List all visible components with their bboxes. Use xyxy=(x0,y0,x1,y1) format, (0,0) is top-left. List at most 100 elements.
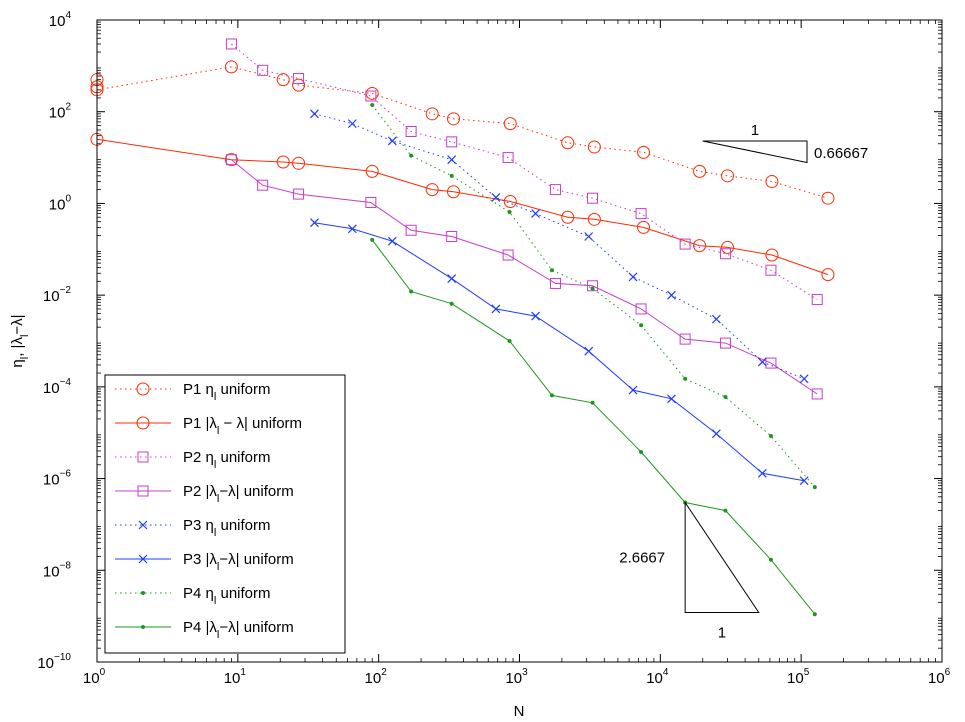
data-point xyxy=(293,188,305,200)
data-point xyxy=(723,508,728,513)
data-point xyxy=(637,220,651,234)
triangle-run-label: 1 xyxy=(751,122,759,139)
data-point xyxy=(765,175,779,189)
data-point xyxy=(757,468,767,478)
data-point xyxy=(365,196,377,208)
series-line xyxy=(96,66,829,199)
plot-frame xyxy=(96,19,943,663)
series-8 xyxy=(370,237,817,617)
data-point xyxy=(683,376,688,381)
data-point xyxy=(549,277,561,289)
legend-entry: P3 ηl uniform xyxy=(115,517,271,539)
data-point xyxy=(276,155,290,169)
data-point xyxy=(812,612,817,617)
data-point xyxy=(765,264,777,276)
triangle-run-label: 1 xyxy=(718,625,726,642)
legend-marker xyxy=(137,485,149,497)
data-point xyxy=(587,140,601,154)
data-point xyxy=(503,195,517,209)
data-point xyxy=(768,557,773,562)
data-point xyxy=(711,429,721,439)
data-point xyxy=(310,109,319,119)
data-point xyxy=(679,333,691,345)
legend-label: P4 ηl uniform xyxy=(183,585,271,607)
data-point xyxy=(447,155,457,165)
data-point xyxy=(667,394,676,404)
data-point xyxy=(502,152,514,164)
data-point xyxy=(587,212,601,226)
legend-label: P1 ηl uniform xyxy=(183,381,271,403)
data-point xyxy=(293,73,305,85)
data-point xyxy=(723,395,728,400)
data-point xyxy=(765,357,777,369)
data-point xyxy=(507,210,512,215)
data-point xyxy=(491,304,501,314)
x-tick-label: 105 xyxy=(787,667,810,687)
x-tick-label: 102 xyxy=(365,667,388,687)
data-point xyxy=(405,224,417,236)
data-point xyxy=(637,145,651,159)
legend-entry: P1 |λl − λ| uniform xyxy=(115,415,302,437)
data-point xyxy=(449,173,454,178)
ticks-layer: 100 101 102 103 104 105 10610−1010−810−610−410… xyxy=(37,10,950,687)
data-point xyxy=(310,218,319,228)
series-line xyxy=(231,43,818,301)
data-point xyxy=(757,357,767,367)
x-tick-label: 106 xyxy=(928,667,951,687)
data-point xyxy=(549,393,554,398)
data-point xyxy=(799,476,809,486)
data-point xyxy=(811,294,823,306)
y-tick-label: 10−6 xyxy=(43,469,72,489)
data-point xyxy=(721,169,735,183)
data-point xyxy=(503,117,517,131)
series-line xyxy=(96,138,829,276)
data-point xyxy=(693,239,707,253)
triangle-shape xyxy=(702,140,808,164)
data-point xyxy=(811,388,823,400)
series-layer xyxy=(90,38,835,617)
triangle-slope-label: 2.6667 xyxy=(619,550,665,567)
legend-label: P3 |λl−λ| uniform xyxy=(183,551,294,573)
triangle-shape xyxy=(684,500,760,614)
data-point xyxy=(549,184,561,196)
data-point xyxy=(628,385,638,395)
legend-marker xyxy=(141,591,145,595)
rate-triangle-1: 1 0.66667 xyxy=(702,122,868,164)
data-point xyxy=(531,209,540,219)
legend-entry: P3 |λl−λ| uniform xyxy=(115,551,294,573)
data-point xyxy=(561,210,575,224)
data-point xyxy=(587,280,599,292)
data-point xyxy=(721,240,735,254)
data-point xyxy=(257,179,269,191)
data-point xyxy=(561,136,575,150)
legend-marker xyxy=(141,625,145,629)
x-axis-label: N xyxy=(514,703,525,720)
series-line xyxy=(314,222,805,482)
data-point xyxy=(387,236,397,246)
data-point xyxy=(590,286,595,291)
legend-label: P2 |λl−λ| uniform xyxy=(183,483,294,505)
data-point xyxy=(531,311,540,321)
annotation-layer: 1 0.66667 1 2.6667 xyxy=(619,122,868,642)
data-point xyxy=(347,119,357,129)
legend-marker xyxy=(137,451,149,463)
legend-box xyxy=(104,374,346,654)
data-point xyxy=(292,78,306,92)
data-point xyxy=(711,314,721,324)
data-point xyxy=(639,323,644,328)
data-point xyxy=(347,224,357,234)
data-point xyxy=(257,64,269,76)
data-point xyxy=(446,136,458,148)
x-tick-label: 101 xyxy=(224,667,247,687)
data-point xyxy=(507,339,512,343)
data-point xyxy=(635,303,647,315)
triangle-slope-label: 0.66667 xyxy=(814,145,868,162)
legend-entry: P4 ηl uniform xyxy=(115,585,271,607)
legend-entry: P2 ηl uniform xyxy=(115,449,271,471)
data-point xyxy=(425,107,439,121)
data-point xyxy=(667,290,676,300)
series-line xyxy=(314,113,805,380)
x-tick-label: 103 xyxy=(505,667,528,687)
